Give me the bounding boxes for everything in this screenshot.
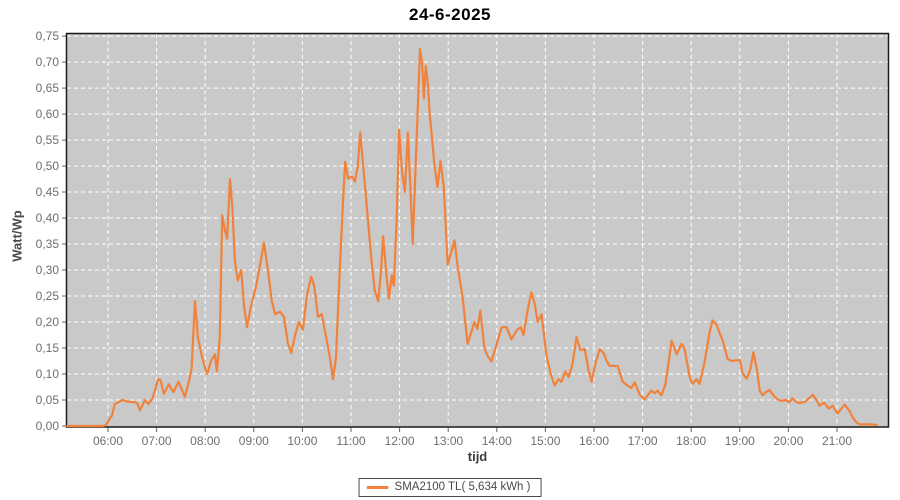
- x-tick-label: 19:00: [725, 434, 755, 448]
- x-tick-label: 10:00: [287, 434, 317, 448]
- x-tick-label: 13:00: [433, 434, 463, 448]
- x-tick-label: 21:00: [822, 434, 852, 448]
- x-tick-label: 08:00: [190, 434, 220, 448]
- y-tick-label: 0,00: [36, 419, 60, 433]
- y-tick-label: 0,30: [36, 263, 60, 277]
- y-tick-label: 0,50: [36, 159, 60, 173]
- y-tick-label: 0,65: [36, 81, 60, 95]
- x-tick-label: 16:00: [579, 434, 609, 448]
- y-tick-label: 0,45: [36, 185, 60, 199]
- plot-border: [65, 32, 890, 428]
- y-tick-label: 0,10: [36, 367, 60, 381]
- legend: SMA2100 TL( 5,634 kWh ): [358, 478, 542, 497]
- x-tick-label: 09:00: [239, 434, 269, 448]
- y-tick-label: 0,15: [36, 341, 60, 355]
- y-tick-label: 0,25: [36, 289, 60, 303]
- x-tick-label: 12:00: [385, 434, 415, 448]
- y-tick-label: 0,20: [36, 315, 60, 329]
- plot-background: [66, 33, 889, 427]
- y-tick-label: 0,35: [36, 237, 60, 251]
- x-axis-title: tijd: [467, 449, 488, 464]
- chart-title: 24-6-2025: [408, 5, 491, 24]
- x-tick-label: 18:00: [676, 434, 706, 448]
- x-tick-label: 17:00: [628, 434, 658, 448]
- x-tick-label: 20:00: [773, 434, 803, 448]
- legend-line-swatch: [366, 485, 389, 489]
- y-tick-label: 0,75: [36, 29, 60, 43]
- x-tick-label: 07:00: [142, 434, 172, 448]
- x-tick-label: 15:00: [530, 434, 560, 448]
- series-line: [66, 47, 878, 428]
- y-tick-label: 0,40: [36, 211, 60, 225]
- y-tick-label: 0,05: [36, 393, 60, 407]
- y-tick-label: 0,70: [36, 55, 60, 69]
- legend-series-label: SMA2100 TL( 5,634 kWh ): [394, 481, 531, 493]
- y-tick-label: 0,60: [36, 107, 60, 121]
- y-axis-title-text: Watt/Wp: [9, 210, 25, 262]
- x-tick-label: 14:00: [482, 434, 512, 448]
- y-tick-label: 0,55: [36, 133, 60, 147]
- x-tick-label: 11:00: [336, 434, 365, 448]
- x-tick-label: 06:00: [93, 434, 123, 448]
